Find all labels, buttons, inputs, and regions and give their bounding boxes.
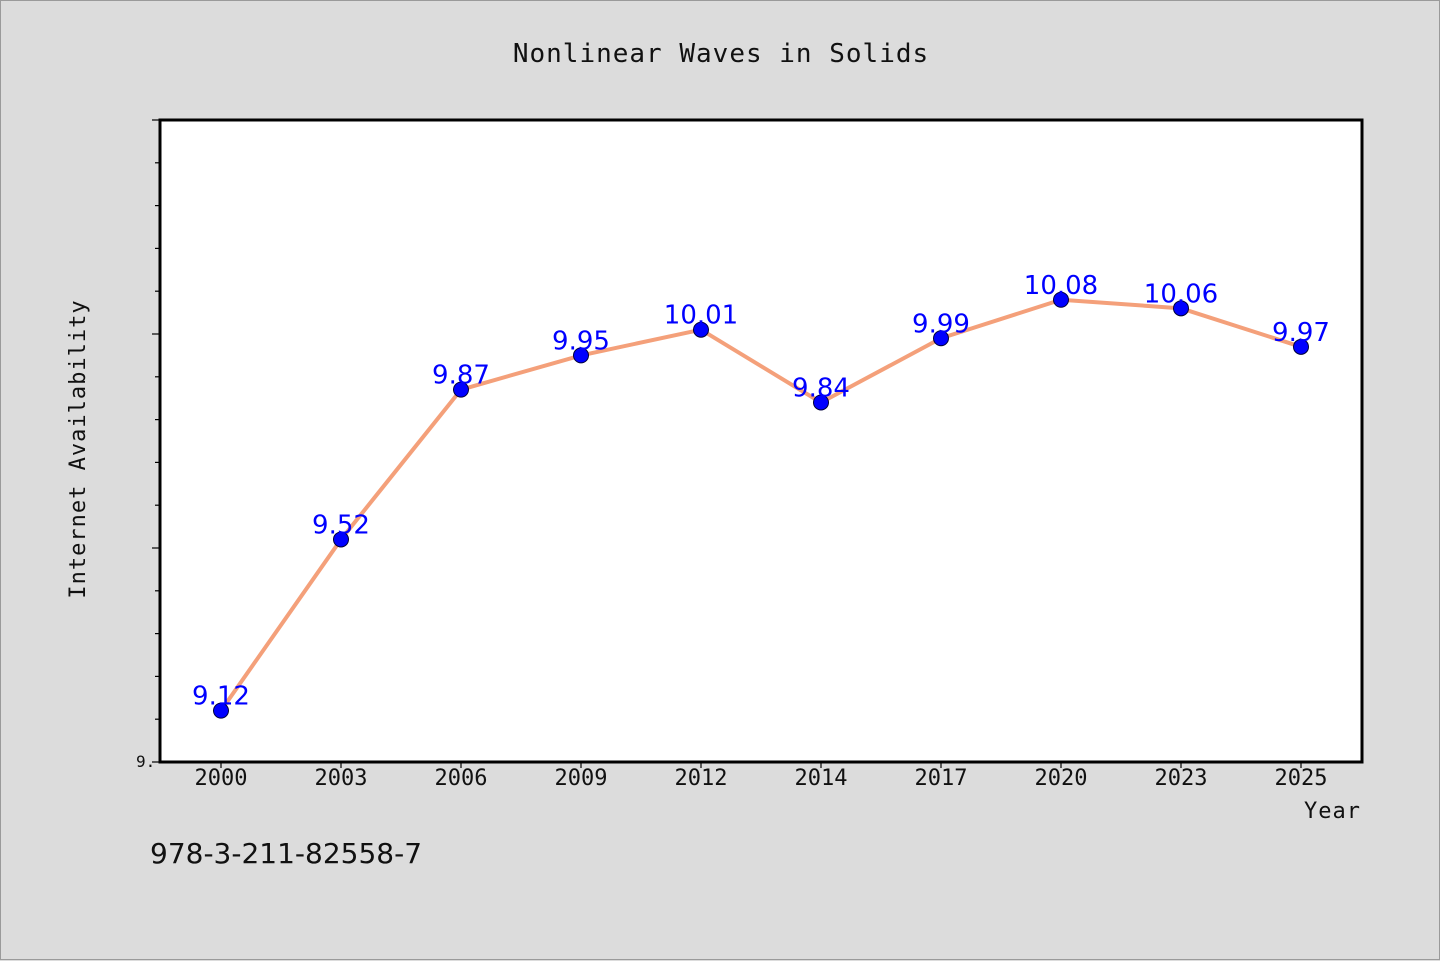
data-point-marker bbox=[1053, 291, 1069, 308]
series-line-group bbox=[219, 297, 1303, 713]
data-point-marker bbox=[1293, 338, 1309, 355]
x-axis-ticks: 2000 2003 2006 2009 2012 2014 2017 2020 2023 2025 bbox=[195, 762, 1328, 791]
data-value-label: 10.06 bbox=[1144, 279, 1218, 309]
plot-area bbox=[158, 118, 1364, 764]
x-tick-label: 2023 bbox=[1155, 766, 1208, 791]
data-point-marker bbox=[573, 347, 589, 364]
data-value-label: 9.12 bbox=[192, 682, 250, 712]
data-point-marker bbox=[933, 330, 949, 347]
y-axis-ticks bbox=[152, 119, 160, 763]
isbn-footnote: 978-3-211-82558-7 bbox=[150, 837, 422, 870]
x-tick-label: 2006 bbox=[435, 766, 488, 791]
x-tick-label: 2020 bbox=[1035, 766, 1088, 791]
data-point-marker bbox=[1173, 300, 1189, 317]
data-point-marker bbox=[693, 321, 709, 338]
data-value-label: 9.87 bbox=[432, 361, 490, 391]
x-tick-label: 2012 bbox=[675, 766, 728, 791]
data-value-label: 9.97 bbox=[1272, 318, 1330, 348]
data-point-marker bbox=[453, 381, 469, 398]
x-tick-label: 2025 bbox=[1275, 766, 1328, 791]
data-point-marker bbox=[333, 531, 349, 548]
series-line bbox=[219, 297, 1303, 713]
data-value-label: 10.08 bbox=[1024, 271, 1098, 301]
y-axis-label: Internet Availability bbox=[66, 299, 91, 598]
x-tick-label: 2014 bbox=[795, 766, 848, 791]
data-value-label: 9.52 bbox=[312, 510, 370, 540]
x-axis-label: Year bbox=[1304, 799, 1361, 824]
data-value-label: 9.84 bbox=[792, 373, 850, 403]
chart-title: Nonlinear Waves in Solids bbox=[513, 39, 929, 69]
data-point-marker bbox=[213, 702, 229, 719]
y-tick-label-min: 9. bbox=[136, 752, 155, 771]
x-tick-label: 2017 bbox=[915, 766, 968, 791]
data-value-label: 9.99 bbox=[912, 309, 970, 339]
data-markers bbox=[213, 291, 1309, 719]
data-value-label: 9.95 bbox=[552, 326, 610, 356]
x-tick-label: 2009 bbox=[555, 766, 608, 791]
data-labels: 9.12 9.52 9.87 9.95 10.01 9.84 9.99 10.08 10.06 9… bbox=[192, 271, 1330, 712]
x-tick-label: 2003 bbox=[315, 766, 368, 791]
x-tick-label: 2000 bbox=[195, 766, 248, 791]
data-value-label: 10.01 bbox=[664, 301, 738, 331]
data-point-marker bbox=[813, 394, 829, 411]
